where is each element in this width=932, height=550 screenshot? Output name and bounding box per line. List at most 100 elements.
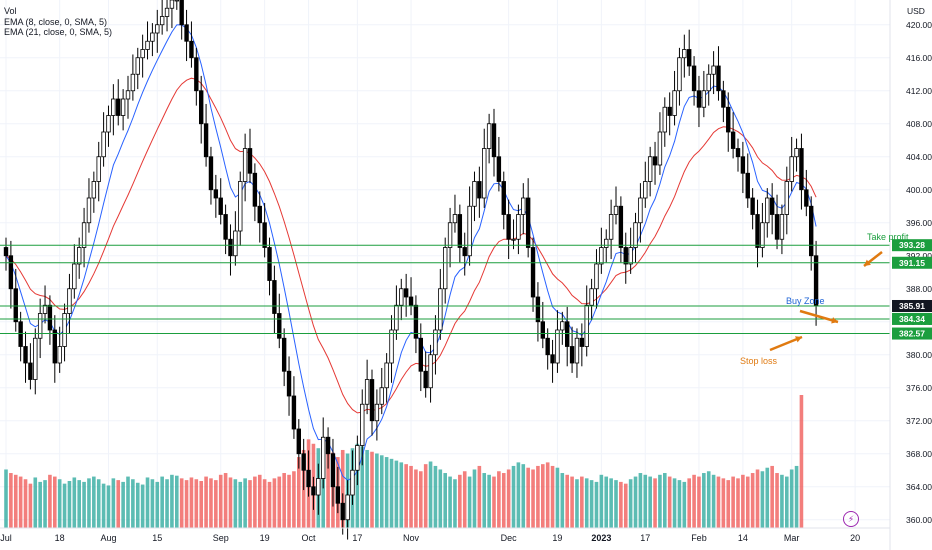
volume-bar	[160, 476, 164, 528]
candle-body	[247, 148, 253, 174]
candle-body	[296, 428, 301, 455]
candle-body	[618, 205, 624, 248]
candle-body	[218, 197, 223, 215]
legend-ema21[interactable]: EMA (21, close, 0, SMA, 5)	[4, 27, 113, 37]
volume-bar	[96, 479, 101, 528]
candle-body	[682, 49, 687, 59]
candle-body	[560, 321, 565, 331]
volume-bar	[360, 446, 365, 528]
candle-body	[208, 156, 214, 191]
y-tick-label: 408.00	[906, 119, 932, 129]
candle-body	[413, 304, 419, 339]
x-tick-label: Jul	[0, 533, 12, 543]
x-tick-label: Sep	[213, 533, 229, 543]
candle-body	[360, 403, 365, 446]
volume-bar	[165, 479, 169, 528]
lightning-icon[interactable]: ⚡	[843, 511, 859, 527]
volume-bar	[4, 469, 8, 528]
volume-bar	[604, 476, 609, 528]
volume-bar	[706, 471, 711, 528]
candle-body	[145, 40, 150, 50]
candle-body	[691, 65, 697, 92]
candle-body	[364, 379, 370, 405]
candle-body	[447, 222, 453, 248]
legend-ema8[interactable]: EMA (8, close, 0, SMA, 5)	[4, 16, 108, 27]
candle-body	[696, 90, 702, 108]
candle-body	[81, 222, 87, 248]
volume-bar	[482, 473, 487, 528]
candle-body	[482, 148, 487, 199]
volume-bar	[423, 464, 428, 528]
annotation-label: Take profit	[867, 232, 909, 242]
volume-bar	[536, 465, 540, 528]
candle-body	[77, 247, 82, 265]
y-tick-label: 372.00	[906, 416, 932, 426]
candle-body	[589, 288, 594, 306]
candle-body	[150, 32, 155, 42]
volume-bar	[672, 478, 677, 528]
volume-bar	[18, 476, 23, 528]
volume-bar	[131, 479, 135, 528]
candle-body	[233, 230, 238, 257]
candle-body	[72, 263, 77, 290]
volume-bar	[511, 465, 516, 528]
candle-body	[169, 0, 175, 9]
volume-bar	[77, 480, 81, 528]
volume-bar	[101, 483, 106, 528]
volume-bar	[282, 473, 286, 528]
volume-bar	[638, 473, 643, 528]
candle-body	[662, 106, 667, 133]
volume-bar	[365, 449, 369, 528]
y-tick-label: 360.00	[906, 515, 932, 525]
x-tick-label: 17	[352, 533, 362, 543]
candle-body	[101, 131, 106, 158]
candle-body	[462, 247, 467, 257]
candle-body	[198, 90, 204, 125]
legend-vol[interactable]: Vol	[4, 6, 17, 16]
volume-bar	[62, 483, 67, 528]
candle-body	[223, 214, 228, 240]
volume-bar	[33, 477, 38, 528]
candle-body	[389, 329, 394, 364]
candle-body	[403, 288, 409, 298]
candle-body	[511, 238, 516, 241]
y-tick-label: 412.00	[906, 86, 932, 96]
volume-bar	[487, 474, 491, 528]
candle-body	[452, 214, 458, 224]
volume-bar	[580, 476, 584, 528]
candle-body	[667, 106, 672, 116]
candle-body	[194, 57, 199, 92]
candle-body	[125, 90, 131, 100]
volume-bar	[121, 481, 125, 528]
candle-body	[506, 214, 511, 240]
volume-bar	[589, 480, 594, 528]
candle-body	[735, 148, 741, 158]
candle-body	[467, 205, 472, 257]
volume-bar	[775, 473, 779, 528]
candle-body	[789, 156, 794, 182]
candle-body	[213, 189, 219, 199]
volume-bar	[428, 461, 433, 528]
price-tag	[892, 256, 932, 269]
candle-body	[477, 181, 482, 199]
candle-body	[111, 98, 116, 116]
volume-bar	[448, 476, 452, 528]
candle-body	[726, 106, 731, 133]
candle-body	[496, 156, 502, 182]
volume-bar	[253, 476, 257, 528]
candle-body	[267, 247, 272, 281]
volume-bar	[243, 478, 247, 528]
volume-bar	[531, 469, 535, 528]
candle-body	[643, 181, 648, 199]
volume-bar	[599, 474, 604, 528]
volume-bar	[116, 480, 121, 528]
volume-bar	[204, 476, 208, 528]
candle-body	[779, 214, 785, 240]
candle-body	[711, 65, 716, 75]
candle-body	[613, 205, 619, 215]
x-tick-label: Mar	[784, 533, 800, 543]
volume-bar	[721, 478, 726, 528]
volume-bar	[9, 473, 13, 528]
candle-body	[721, 90, 726, 108]
